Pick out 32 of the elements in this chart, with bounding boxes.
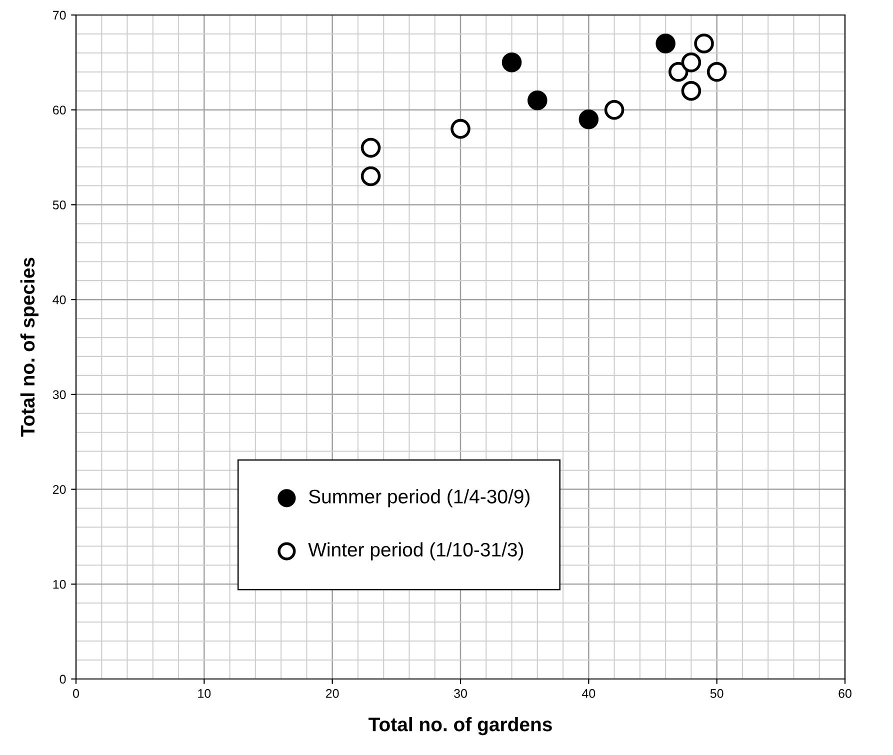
y-tick-label: 20 [53, 485, 66, 494]
point [694, 34, 714, 54]
y-tick-label: 30 [52, 390, 66, 400]
point [681, 52, 702, 72]
x-tick-label: 50 [710, 689, 724, 698]
y-tick-label: 60 [53, 106, 66, 115]
x-tick-label: 40 [582, 689, 596, 698]
x-tick-label: 10 [198, 689, 211, 698]
point [578, 109, 599, 130]
x-tick-label: 30 [454, 689, 467, 698]
y-tick-label: 40 [52, 295, 66, 304]
point [502, 52, 522, 72]
point [681, 80, 702, 101]
y-tick-label: 10 [53, 580, 66, 589]
y-tick-label: 50 [52, 200, 66, 210]
point [668, 62, 688, 82]
y-tick-label: 70 [53, 10, 66, 20]
point [528, 90, 548, 110]
legend-label: Winter period (1/10-31/3) [308, 542, 524, 560]
point [360, 166, 381, 186]
y-axis-title: Total no. of species [20, 258, 38, 437]
point [706, 62, 727, 82]
point [604, 100, 624, 120]
point [450, 118, 470, 139]
x-axis-title: Total no. of gardens [368, 717, 552, 736]
legend-label: Summer period (1/4-30/9) [308, 489, 530, 508]
x-tick-label: 0 [73, 689, 79, 698]
x-tick-label: 60 [838, 689, 852, 698]
point [656, 34, 676, 54]
x-tick-label: 20 [326, 689, 339, 698]
point [360, 138, 381, 158]
y-tick-label: 0 [60, 674, 66, 684]
